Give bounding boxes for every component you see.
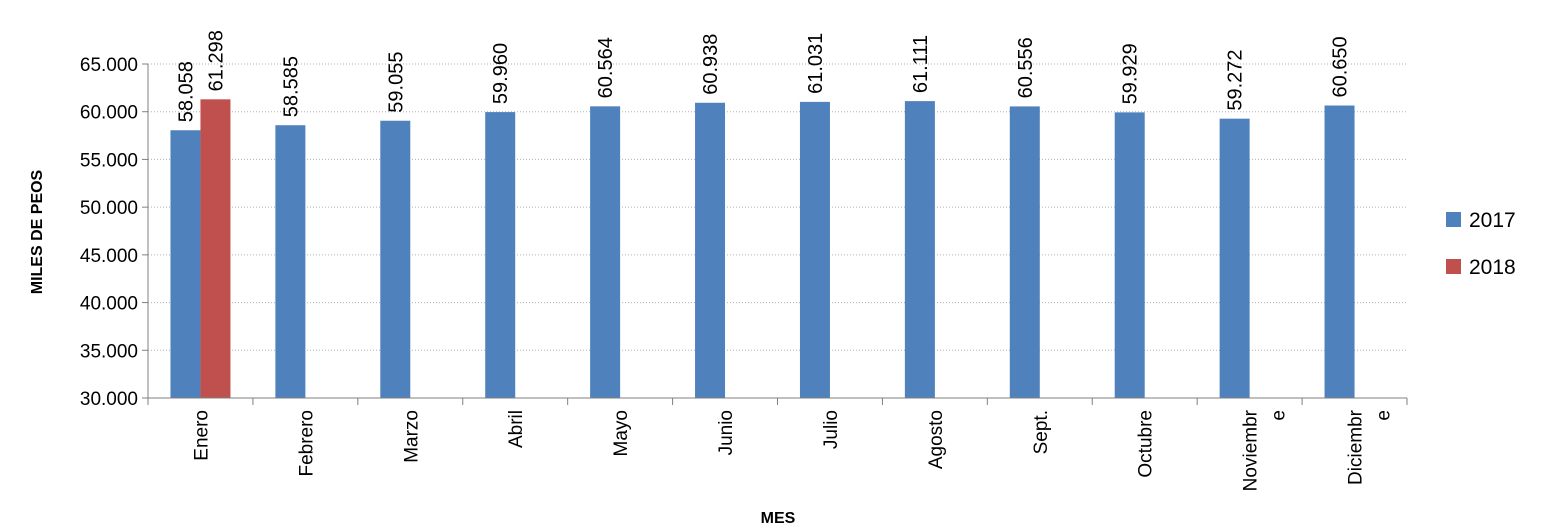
data-label: 61.111	[910, 35, 932, 93]
data-label: 60.650	[1330, 36, 1352, 97]
data-label: 58.058	[175, 61, 197, 122]
data-label: 59.929	[1120, 43, 1142, 104]
bar-2017-Mayo	[590, 106, 621, 398]
gridlines	[148, 63, 1407, 351]
y-tick-label: 65.000	[80, 55, 138, 76]
x-tick-label-febrero: Febrero	[296, 410, 317, 477]
x-tick-label-mayo: Mayo	[611, 410, 632, 456]
bar-2017-Abril	[485, 112, 516, 398]
bar-2017-Sept.	[1009, 106, 1040, 399]
bar-2017-Julio	[799, 101, 830, 398]
y-tick-label: 35.000	[80, 341, 138, 362]
x-tick-label-enero: Enero	[191, 410, 212, 461]
x-tick-label-marzo: Marzo	[401, 410, 422, 463]
legend-swatch-2018	[1446, 259, 1461, 274]
x-tick-labels: Enero Febrero Marzo Abril Mayo Junio Julio Agos…	[191, 409, 1394, 491]
y-tick-label: 55.000	[80, 150, 138, 171]
y-tick-label: 45.000	[80, 246, 138, 267]
x-axis-title: MES	[761, 510, 796, 527]
data-label: 59.272	[1225, 49, 1247, 110]
bar-2017-Febrero	[275, 125, 306, 398]
x-tick-label-sept: Sept.	[1031, 410, 1052, 454]
legend-label-2018: 2018	[1469, 256, 1516, 279]
bar-2017-Diciembre	[1324, 105, 1355, 399]
data-labels: 58.058 61.298 58.585 59.055 59.960 60.564 60.9…	[175, 30, 1351, 122]
x-tick-label-diciembre: Diciembr e	[1346, 409, 1395, 485]
legend: 2017 2018	[1446, 209, 1516, 279]
x-tick-label-agosto: Agosto	[926, 410, 947, 469]
x-tick-label-octubre: Octubre	[1136, 410, 1157, 478]
bar-2017-Enero	[170, 130, 201, 398]
data-label: 60.564	[595, 37, 617, 98]
bar-2017-Agosto	[904, 101, 935, 398]
data-label: 61.298	[205, 30, 227, 91]
x-tick-label-abril: Abril	[506, 410, 527, 448]
data-label: 58.585	[280, 56, 302, 117]
x-tick-label-noviembre: Noviembr e	[1241, 409, 1290, 491]
y-tick-label: 60.000	[80, 103, 138, 124]
data-label: 60.556	[1015, 37, 1037, 98]
axes	[142, 63, 1408, 405]
data-label: 60.938	[700, 34, 722, 95]
bar-2017-Octubre	[1114, 112, 1145, 398]
y-tick-label: 30.000	[80, 389, 138, 410]
y-axis-title: MILES DE PEOS	[29, 169, 46, 294]
data-label: 59.960	[490, 43, 512, 104]
legend-label-2017: 2017	[1469, 209, 1516, 232]
legend-swatch-2017	[1446, 212, 1461, 227]
y-tick-labels: 30.000 35.000 40.000 45.000 50.000 55.000 60.0…	[80, 55, 138, 410]
bar-2018-Enero	[200, 99, 231, 398]
bar-2017-Noviembre	[1219, 118, 1250, 398]
bars	[170, 99, 1355, 399]
data-label: 59.055	[385, 52, 407, 113]
bar-2017-Marzo	[380, 120, 411, 398]
x-tick-label-junio: Junio	[716, 410, 737, 455]
bar-2017-Junio	[695, 102, 726, 398]
y-tick-label: 40.000	[80, 294, 138, 315]
data-label: 61.031	[805, 33, 827, 94]
x-tick-label-julio: Julio	[821, 410, 842, 449]
y-tick-label: 50.000	[80, 198, 138, 219]
